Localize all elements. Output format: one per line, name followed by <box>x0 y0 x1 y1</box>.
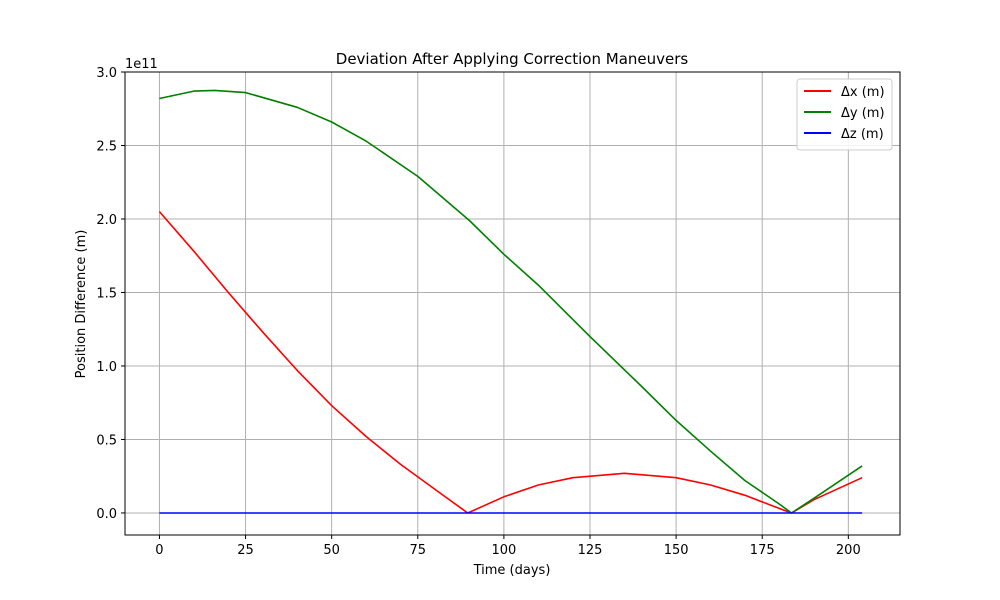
y-axis: 0.0 0.5 1.0 1.5 2.0 2.5 3.0 <box>96 66 125 522</box>
x-tick-label: 125 <box>578 543 603 558</box>
y-tick-label: 0.5 <box>96 433 117 448</box>
legend-label: Δz (m) <box>841 127 884 142</box>
y-tick-label: 2.5 <box>96 139 117 154</box>
x-tick-label: 25 <box>237 543 254 558</box>
x-axis: 0 25 50 75 100 125 150 175 200 <box>155 535 861 558</box>
series-line <box>158 211 863 514</box>
chart-title: Deviation After Applying Correction Mane… <box>336 50 689 68</box>
y-tick-label: 3.0 <box>96 66 117 81</box>
x-axis-label: Time (days) <box>473 563 551 578</box>
x-tick-label: 75 <box>410 543 427 558</box>
legend: Δx (m) Δy (m) Δz (m) <box>796 78 893 151</box>
x-tick-label: 100 <box>491 543 516 558</box>
y-tick-label: 0.0 <box>96 507 117 522</box>
x-tick-label: 50 <box>323 543 340 558</box>
x-tick-label: 150 <box>664 543 689 558</box>
series-layer <box>158 89 863 514</box>
y-axis-label: Position Difference (m) <box>74 230 89 379</box>
y-tick-label: 2.0 <box>96 213 117 228</box>
x-tick-label: 175 <box>750 543 775 558</box>
legend-label: Δy (m) <box>841 106 885 121</box>
x-tick-label: 0 <box>155 543 163 558</box>
grid <box>125 71 900 535</box>
series-line <box>159 89 863 514</box>
x-tick-label: 200 <box>836 543 861 558</box>
y-offset-label: 1e11 <box>125 57 158 72</box>
y-tick-label: 1.5 <box>96 286 117 301</box>
y-tick-label: 1.0 <box>96 360 117 375</box>
legend-label: Δx (m) <box>841 85 885 100</box>
plot-frame <box>124 71 901 536</box>
